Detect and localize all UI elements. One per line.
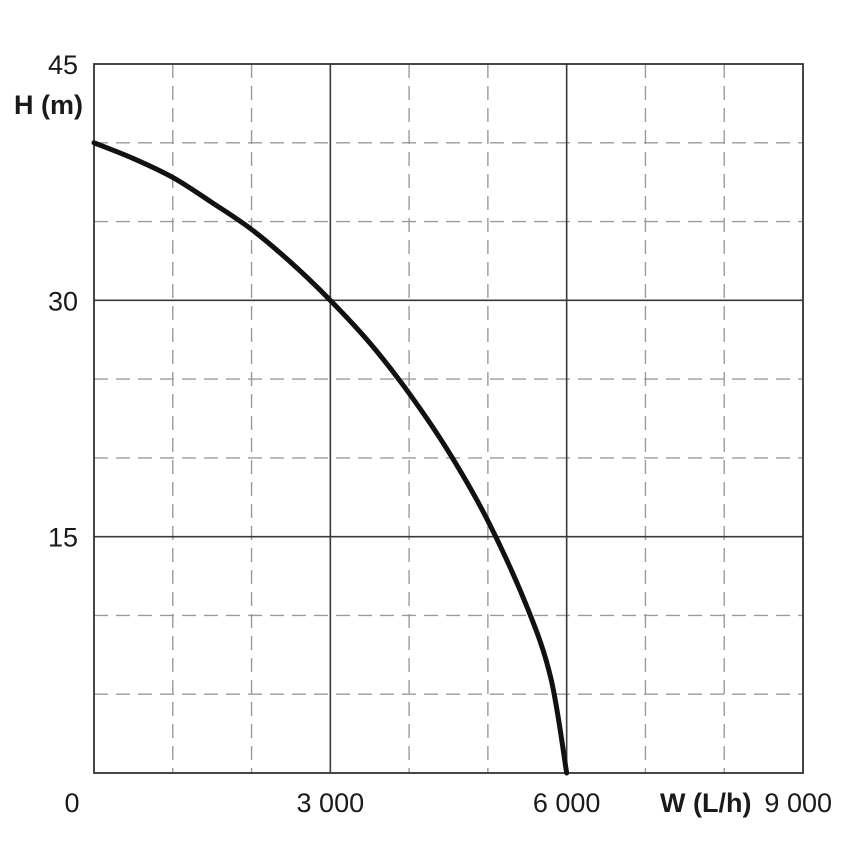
x-tick-label: 0 bbox=[64, 788, 79, 818]
x-axis-title: W (L/h) bbox=[660, 788, 751, 818]
x-tick-label: 6 000 bbox=[533, 788, 601, 818]
y-axis-title: H (m) bbox=[14, 90, 83, 120]
x-tick-label: 3 000 bbox=[297, 788, 365, 818]
y-tick-label: 15 bbox=[48, 523, 78, 553]
plot-frame bbox=[93, 63, 804, 774]
minor-grid bbox=[94, 64, 803, 773]
y-tick-label: 30 bbox=[48, 286, 78, 316]
x-tick-label: 9 000 bbox=[764, 788, 832, 818]
x-tick-labels: 0 3 000 6 000 9 000 bbox=[64, 788, 832, 818]
major-grid bbox=[94, 64, 803, 773]
series-line bbox=[91, 140, 570, 776]
y-tick-labels: 15 30 45 bbox=[48, 50, 78, 553]
y-tick-label: 45 bbox=[48, 50, 78, 80]
